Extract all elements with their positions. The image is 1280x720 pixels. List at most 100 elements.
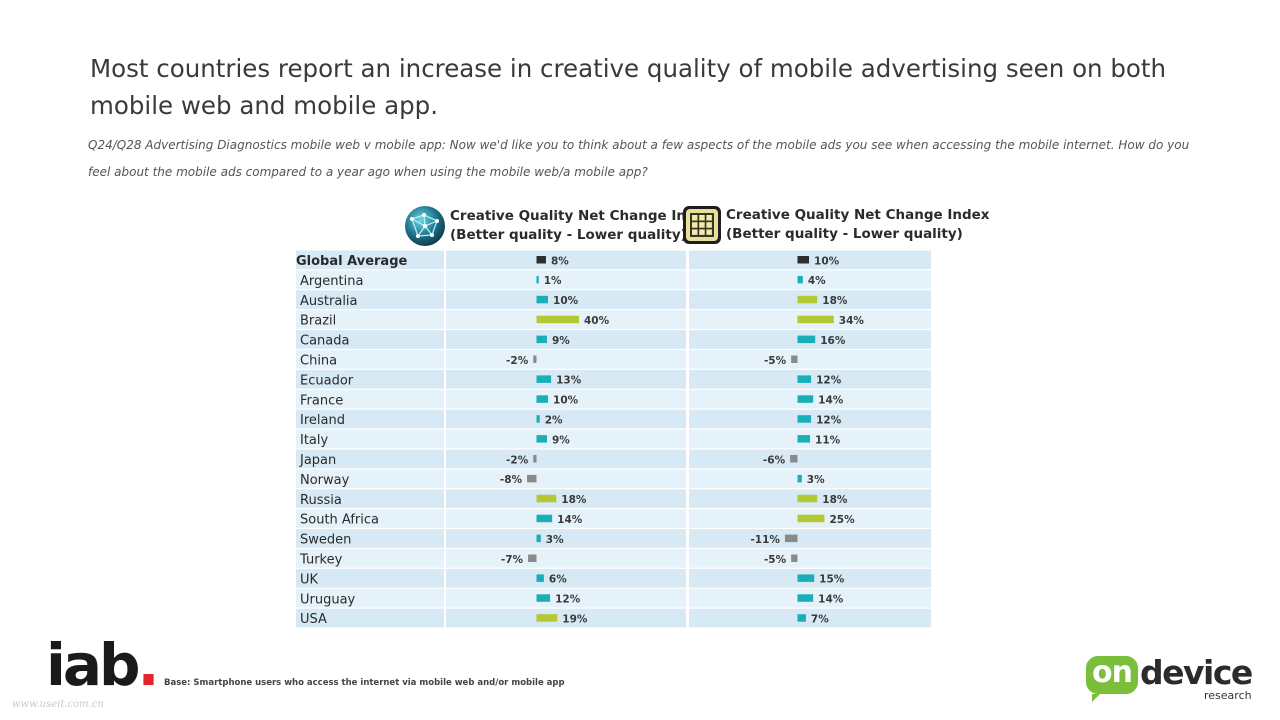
page-title: Most countries report an increase in cre… [90, 54, 1167, 120]
data-label: 8% [551, 255, 569, 267]
bar [797, 435, 811, 443]
table-cell [446, 270, 686, 290]
data-label: 2% [545, 415, 563, 427]
table-cell [689, 449, 931, 469]
web-column-header: Creative Quality Net Change Index (Bette… [404, 205, 714, 247]
table-cell [446, 429, 686, 449]
data-label: 10% [553, 295, 579, 307]
bar [536, 275, 539, 284]
bar [536, 415, 540, 423]
data-label: 9% [552, 335, 570, 347]
bar [797, 474, 802, 483]
table-cell [446, 608, 686, 628]
data-label: 7% [811, 614, 829, 626]
data-label: 14% [818, 395, 844, 407]
table-cell [296, 608, 444, 628]
bar [797, 275, 803, 284]
data-label: 18% [822, 295, 848, 307]
table-cell [296, 469, 444, 489]
app-column-header: Creative Quality Net Change Index (Bette… [682, 205, 990, 245]
bar [536, 315, 579, 324]
bar [536, 574, 544, 582]
table-cell [296, 489, 444, 508]
bar [797, 494, 818, 503]
country-label: Ecuador [300, 373, 354, 388]
ondevice-on: on [1086, 656, 1138, 702]
bar [533, 355, 537, 363]
table-cell [296, 449, 444, 469]
table-cell [446, 369, 686, 389]
bar [797, 315, 834, 324]
data-label: -2% [506, 454, 529, 466]
data-label: 14% [818, 594, 844, 606]
country-label: Uruguay [300, 592, 356, 607]
table-cell [446, 489, 686, 508]
web-header-line1: Creative Quality Net Change Index [450, 208, 714, 224]
table-cell [296, 509, 444, 528]
bar [797, 375, 812, 383]
table-cell [689, 469, 931, 489]
table-cell [689, 529, 931, 548]
bar [536, 534, 541, 543]
table-cell [689, 549, 931, 568]
bar [784, 534, 798, 543]
bar [533, 455, 537, 463]
iab-logo: iab. [46, 631, 160, 699]
country-label: Brazil [300, 314, 336, 329]
table-cell [296, 529, 444, 548]
table-cell [446, 350, 686, 369]
app-header-line2: (Better quality - Lower quality) [726, 226, 963, 242]
country-label: South Africa [300, 513, 379, 528]
table-cell [296, 350, 444, 369]
bar [536, 594, 551, 602]
table-cell [296, 310, 444, 329]
table-cell [446, 389, 686, 409]
country-label: Japan [299, 453, 336, 468]
data-label: -5% [764, 355, 787, 367]
table-cell [446, 409, 686, 429]
bar [797, 594, 814, 602]
country-label: Ireland [300, 413, 345, 428]
table-cell [446, 330, 686, 349]
bar [536, 514, 553, 523]
bar [536, 435, 547, 443]
country-label: France [300, 393, 343, 408]
data-label: 1% [544, 275, 562, 287]
bar [536, 375, 552, 383]
table-cell [446, 549, 686, 568]
data-label: 3% [807, 474, 825, 486]
data-label: 12% [816, 415, 842, 427]
table-cell [296, 250, 444, 270]
app-header-line1: Creative Quality Net Change Index [726, 207, 990, 223]
data-label: 4% [808, 275, 826, 287]
country-label: Russia [300, 493, 342, 508]
country-label: China [300, 354, 337, 369]
table-cell [446, 250, 686, 270]
country-label: USA [300, 612, 327, 627]
bar [528, 554, 537, 562]
table-cell [689, 608, 931, 628]
data-label: -8% [500, 474, 523, 486]
bar [536, 256, 546, 264]
table-cell [296, 429, 444, 449]
data-label: 18% [561, 494, 587, 506]
table-cell [296, 290, 444, 309]
table-cell [689, 250, 931, 270]
bar [536, 614, 558, 622]
bar [797, 574, 815, 582]
bar [797, 335, 816, 344]
table-cell [296, 389, 444, 409]
table-cell [446, 568, 686, 588]
country-label: Global Average [296, 254, 407, 269]
country-label: Canada [300, 334, 349, 349]
data-label: 15% [819, 574, 845, 586]
country-label: Norway [300, 473, 350, 488]
table-cell [446, 529, 686, 548]
app-grid-icon [683, 206, 721, 244]
data-label: 10% [814, 255, 840, 267]
bar [536, 395, 549, 403]
table-cell [446, 588, 686, 608]
base-note: Base: Smartphone users who access the in… [164, 678, 565, 688]
data-label: 6% [549, 574, 567, 586]
